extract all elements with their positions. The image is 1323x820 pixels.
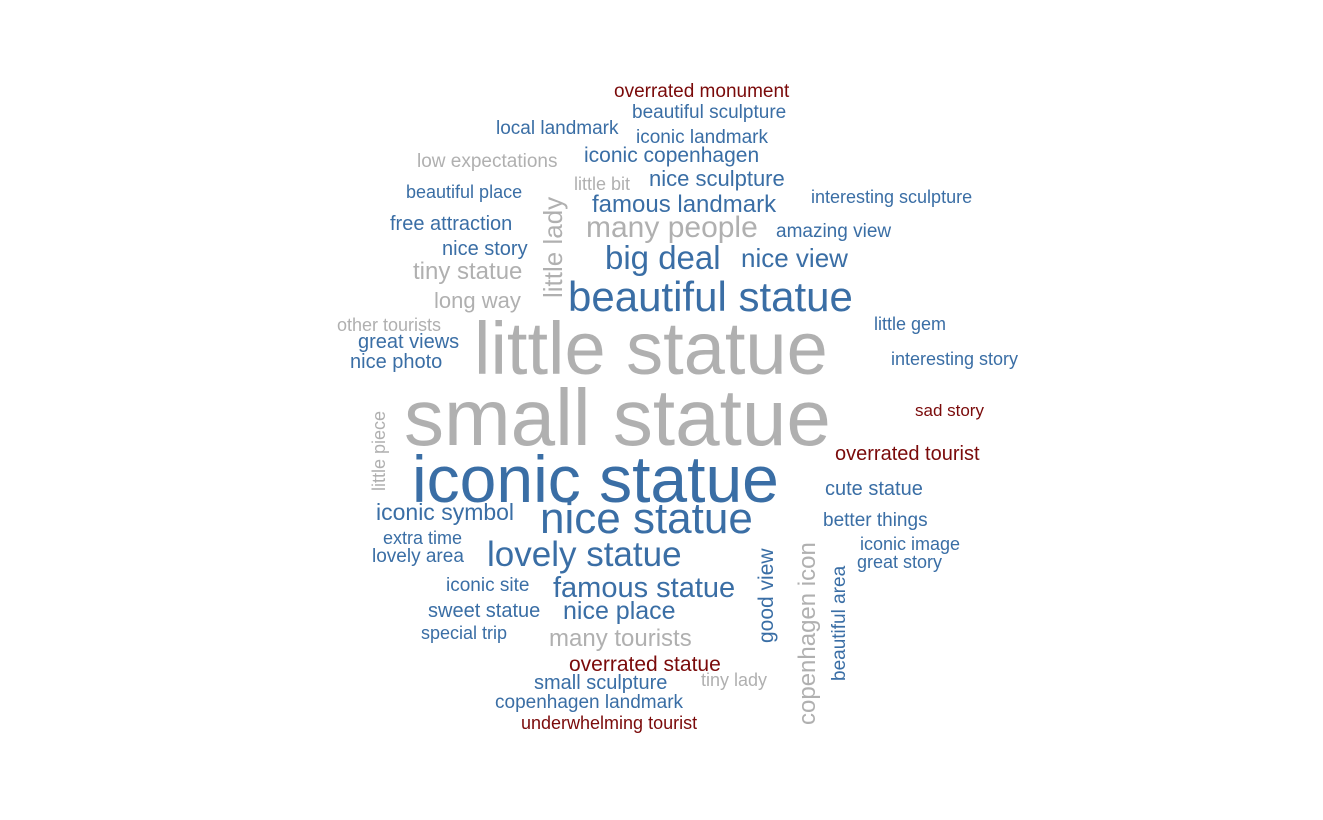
cloud-word: better things [823, 510, 928, 531]
cloud-word: good view [755, 548, 778, 643]
cloud-word: nice story [442, 238, 528, 260]
cloud-word: beautiful place [406, 182, 523, 202]
cloud-word: lovely area [372, 546, 464, 567]
cloud-word: nice photo [350, 351, 443, 373]
cloud-word: big deal [605, 239, 721, 276]
cloud-word: iconic landmark [636, 127, 768, 148]
cloud-word: long way [434, 288, 521, 313]
cloud-word: famous statue [553, 572, 736, 604]
cloud-word: beautiful area [829, 565, 850, 681]
cloud-word: little statue [474, 307, 828, 390]
cloud-word: overrated tourist [835, 443, 980, 465]
cloud-word: overrated statue [569, 653, 721, 676]
cloud-word: tiny lady [701, 670, 768, 690]
cloud-word: iconic site [446, 575, 530, 596]
cloud-word: sad story [915, 401, 984, 420]
cloud-word: nice place [563, 597, 676, 625]
cloud-word: many tourists [549, 625, 692, 652]
cloud-word: small sculpture [534, 672, 668, 694]
cloud-word: free attraction [390, 213, 513, 235]
cloud-word: great story [857, 552, 943, 572]
cloud-word: cute statue [825, 478, 923, 500]
cloud-word: local landmark [496, 118, 619, 139]
cloud-word: iconic image [860, 534, 961, 554]
cloud-word: beautiful statue [568, 273, 853, 320]
cloud-word: many people [586, 211, 758, 244]
cloud-word: copenhagen landmark [495, 692, 684, 713]
cloud-word: copenhagen icon [794, 542, 821, 725]
cloud-word: iconic statue [412, 442, 779, 516]
cloud-word: little gem [874, 314, 947, 334]
cloud-word: tiny statue [413, 258, 523, 285]
cloud-word: famous landmark [592, 191, 777, 218]
cloud-word: little piece [369, 410, 389, 491]
cloud-word: underwhelming tourist [521, 713, 698, 733]
cloud-word: nice sculpture [649, 166, 785, 191]
cloud-word: extra time [383, 528, 463, 548]
cloud-word: interesting story [891, 349, 1019, 369]
cloud-word: nice view [741, 243, 848, 273]
cloud-word: overrated monument [614, 81, 790, 102]
cloud-word: little lady [538, 196, 568, 298]
cloud-word: low expectations [417, 151, 558, 172]
cloud-word: sweet statue [428, 600, 541, 622]
cloud-word: interesting sculpture [811, 187, 973, 207]
cloud-word: special trip [421, 623, 508, 643]
cloud-word: iconic symbol [376, 499, 515, 525]
cloud-word: great views [358, 331, 460, 353]
cloud-word: amazing view [776, 221, 892, 242]
cloud-word: little bit [574, 174, 631, 194]
cloud-word: small statue [404, 373, 831, 462]
cloud-word: beautiful sculpture [632, 102, 787, 123]
cloud-word: lovely statue [487, 535, 682, 574]
cloud-word: iconic copenhagen [584, 144, 760, 167]
cloud-word: other tourists [337, 315, 442, 335]
cloud-word: nice statue [540, 494, 753, 543]
